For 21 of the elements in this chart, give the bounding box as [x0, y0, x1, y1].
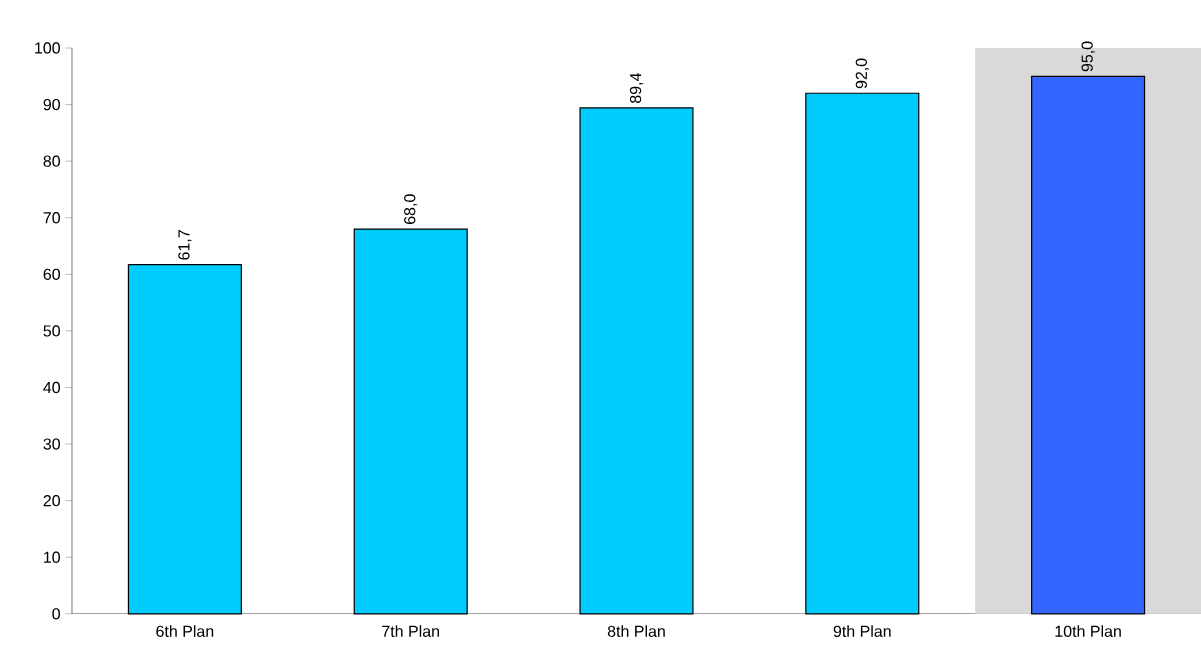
- y-tick-label: 0: [52, 608, 60, 620]
- x-tick-label: 7th Plan: [382, 625, 439, 638]
- data-label: 95,0: [1081, 41, 1095, 72]
- x-tick-label: 10th Plan: [1055, 625, 1121, 638]
- y-tick-label: 50: [43, 325, 60, 337]
- data-label: 61,7: [178, 230, 192, 260]
- y-tick-label: 80: [43, 155, 60, 167]
- y-tick-label: 10: [44, 551, 60, 563]
- data-label: 92,0: [855, 58, 869, 89]
- data-label: 68,0: [404, 194, 418, 225]
- y-tick-label: 70: [43, 212, 60, 224]
- y-tick-label: 20: [43, 495, 60, 507]
- y-tick-label: 90: [43, 99, 60, 111]
- y-tick-label: 60: [43, 268, 60, 281]
- y-tick-label: 40: [43, 381, 60, 394]
- x-tick-label: 8th Plan: [607, 625, 665, 638]
- x-tick-label: 9th Plan: [833, 625, 891, 638]
- x-tick-label: 6th Plan: [156, 625, 214, 638]
- data-label: 89,4: [629, 73, 644, 104]
- y-tick-label: 30: [43, 438, 60, 450]
- y-tick-label: 100: [35, 42, 60, 54]
